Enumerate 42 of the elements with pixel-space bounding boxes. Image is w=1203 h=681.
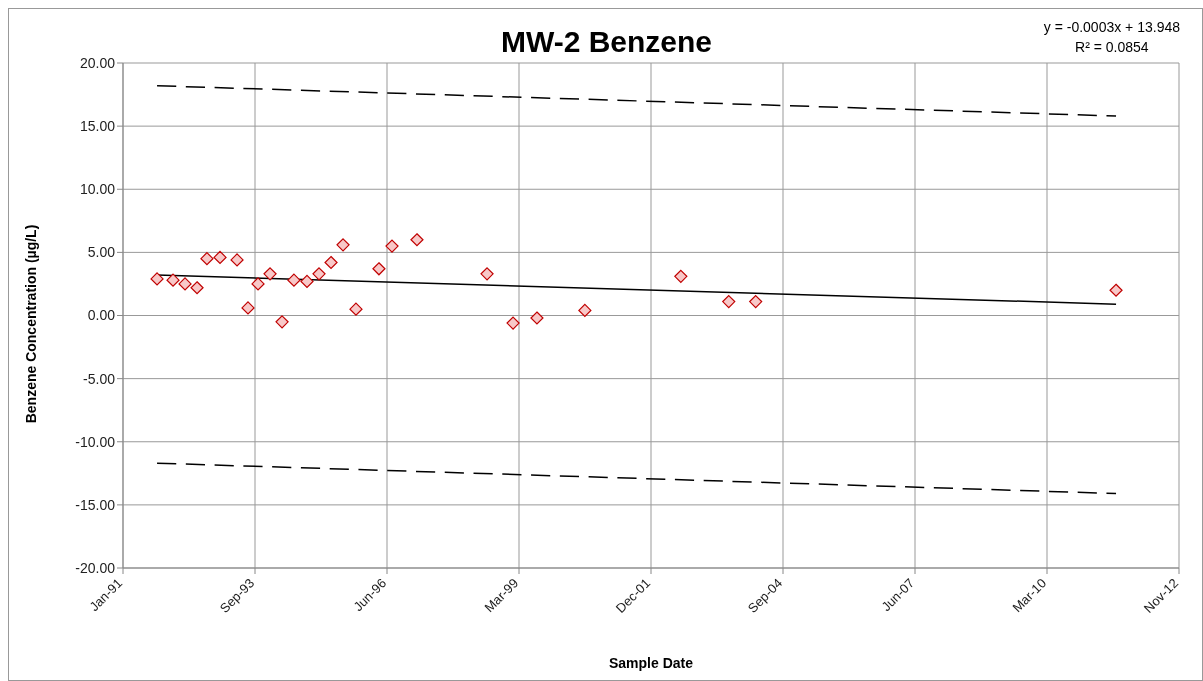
- point: [241, 301, 255, 315]
- y-tick-label: 10.00: [79, 181, 116, 198]
- point: [336, 238, 350, 252]
- point: [200, 252, 214, 266]
- point: [410, 233, 424, 247]
- point: [263, 267, 277, 281]
- point: [251, 277, 265, 291]
- point: [480, 267, 494, 281]
- point: [385, 239, 399, 253]
- point: [349, 302, 363, 316]
- text: y = -0.0003x + 13.948: [1043, 18, 1180, 37]
- point: [300, 274, 314, 289]
- point: [749, 295, 763, 309]
- y-tick-label: -20.00: [75, 559, 116, 576]
- y-tick-label: 20.00: [79, 54, 116, 71]
- point: [275, 315, 289, 329]
- point: [150, 272, 164, 286]
- chart-title: MW-2 Benzene: [500, 25, 713, 58]
- y-axis-title: Benzene Concentration (µg/L): [23, 224, 39, 424]
- point: [372, 262, 386, 276]
- y-tick-label: 0.00: [87, 307, 116, 324]
- y-tick-label: -10.00: [75, 433, 116, 450]
- text: R² = 0.0854: [1074, 38, 1150, 57]
- point: [324, 255, 338, 270]
- point: [578, 303, 592, 318]
- point: [166, 273, 180, 287]
- point: [722, 295, 736, 309]
- point: [190, 281, 204, 295]
- x-axis-title: Sample Date: [607, 655, 694, 671]
- point: [287, 273, 301, 287]
- point: [213, 250, 227, 265]
- point: [506, 316, 520, 330]
- y-tick-label: 5.00: [87, 244, 116, 261]
- y-tick-label: 15.00: [79, 118, 116, 135]
- point: [178, 277, 192, 291]
- y-tick-label: -5.00: [83, 370, 116, 387]
- point: [1109, 283, 1123, 297]
- point: [674, 269, 688, 283]
- point: [312, 267, 326, 281]
- y-tick-label: -15.00: [75, 496, 116, 513]
- point: [230, 253, 244, 267]
- point: [530, 311, 544, 325]
